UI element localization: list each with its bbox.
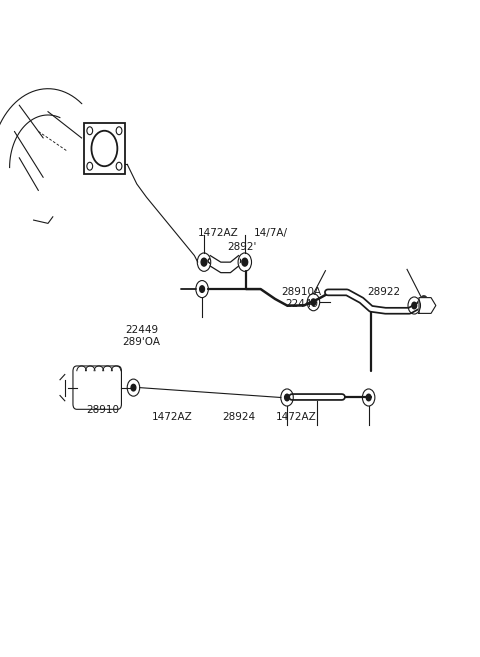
Text: 2892': 2892' <box>228 242 257 252</box>
Circle shape <box>311 299 316 306</box>
Text: 28922: 28922 <box>367 287 401 297</box>
Text: 1472AZ: 1472AZ <box>152 412 192 422</box>
Circle shape <box>285 394 289 401</box>
Text: 22449: 22449 <box>285 299 318 309</box>
Text: 28910A: 28910A <box>281 287 322 297</box>
Text: 14/7A/: 14/7A/ <box>254 228 288 238</box>
Circle shape <box>242 258 248 266</box>
Text: 289'OA: 289'OA <box>122 337 161 347</box>
Polygon shape <box>419 298 436 313</box>
Circle shape <box>131 384 136 391</box>
FancyBboxPatch shape <box>73 366 121 409</box>
Text: 28924: 28924 <box>222 412 256 422</box>
Circle shape <box>412 302 417 309</box>
Bar <box>84 123 125 174</box>
Circle shape <box>366 394 371 401</box>
Text: 1472AZ: 1472AZ <box>198 228 239 238</box>
Text: 1472AZ: 1472AZ <box>276 412 317 422</box>
Circle shape <box>200 286 204 292</box>
Circle shape <box>201 258 207 266</box>
Text: 28910: 28910 <box>87 405 120 415</box>
Text: 22449: 22449 <box>125 325 158 335</box>
